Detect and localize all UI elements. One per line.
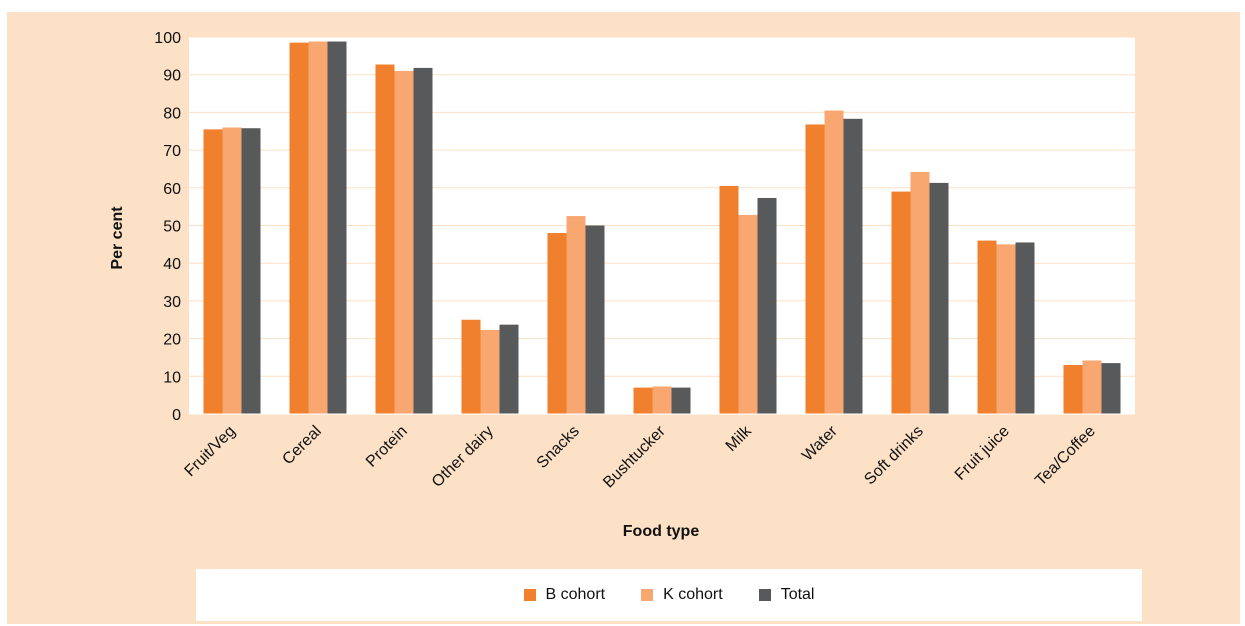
- bar-snacks-k-cohort: [566, 216, 586, 414]
- y-tick-label: 100: [154, 30, 181, 47]
- y-tick-label: 40: [163, 256, 181, 273]
- bar-cereal-k-cohort: [308, 41, 328, 415]
- bar-tea-coffee-total: [1101, 363, 1121, 414]
- bar-bushtucker-k-cohort: [652, 386, 672, 414]
- legend-label-k-cohort: K cohort: [663, 586, 723, 603]
- x-tick-label-fruit-veg: Fruit/Veg: [182, 423, 239, 480]
- y-axis-title: Per cent: [109, 206, 126, 270]
- bars: [189, 41, 1135, 415]
- bar-milk-b-cohort: [719, 185, 739, 414]
- bar-other-dairy-k-cohort: [480, 329, 500, 414]
- bar-cereal-total: [327, 41, 347, 415]
- bar-fruit-juice-k-cohort: [996, 244, 1016, 414]
- bar-bushtucker-total: [671, 387, 691, 414]
- x-tick-label-milk: Milk: [723, 422, 756, 455]
- bar-milk-total: [757, 197, 777, 414]
- bar-tea-coffee-b-cohort: [1063, 364, 1083, 414]
- y-tick-label: 0: [172, 407, 181, 424]
- bar-snacks-total: [585, 225, 605, 414]
- bar-other-dairy-total: [499, 324, 519, 414]
- bar-fruit-juice-total: [1015, 242, 1035, 414]
- bar-protein-k-cohort: [394, 70, 414, 415]
- legend-item-k-cohort: K cohort: [641, 586, 723, 604]
- bar-water-b-cohort: [805, 124, 825, 415]
- x-tick-label-protein: Protein: [363, 423, 411, 471]
- legend-item-total: Total: [758, 586, 815, 604]
- x-tick-label-bushtucker: Bushtucker: [600, 422, 669, 491]
- bar-water-k-cohort: [824, 110, 844, 414]
- y-tick-label: 80: [163, 105, 181, 122]
- bar-bushtucker-b-cohort: [633, 387, 653, 414]
- bar-soft-drinks-b-cohort: [891, 191, 911, 414]
- x-axis-ticks: Fruit/Veg Cereal Protein Other dairy Snacks B…: [182, 422, 1099, 491]
- bar-cereal-b-cohort: [289, 42, 309, 414]
- x-tick-label-fruit-juice: Fruit juice: [952, 423, 1013, 484]
- legend-swatch-b-cohort: [523, 589, 536, 601]
- y-tick-label: 60: [163, 181, 181, 198]
- x-axis-title: Food type: [623, 523, 700, 540]
- chart-frame: 0 10 20 30 40 50 60 70 80 90 100 Fruit/Veg Cereal Pr…: [7, 12, 1240, 624]
- bar-fruit-veg-b-cohort: [203, 129, 223, 414]
- bar-soft-drinks-k-cohort: [910, 171, 930, 414]
- bar-protein-b-cohort: [375, 64, 395, 414]
- bar-snacks-b-cohort: [547, 233, 567, 414]
- gridlines: [189, 36, 1135, 377]
- legend-item-b-cohort: B cohort: [523, 586, 606, 604]
- x-tick-label-cereal: Cereal: [279, 423, 324, 468]
- y-tick-label: 70: [163, 143, 181, 160]
- x-tick-label-snacks: Snacks: [534, 423, 583, 472]
- legend-label-b-cohort: B cohort: [545, 586, 606, 603]
- legend: B cohort K cohort Total: [196, 569, 1142, 621]
- y-tick-label: 50: [163, 219, 181, 236]
- bar-tea-coffee-k-cohort: [1082, 360, 1102, 414]
- y-tick-label: 20: [163, 332, 181, 349]
- legend-swatch-total: [758, 589, 771, 601]
- bar-protein-total: [413, 67, 433, 414]
- bar-fruit-veg-k-cohort: [222, 127, 242, 414]
- y-tick-label: 30: [163, 294, 181, 311]
- x-tick-label-water: Water: [799, 422, 841, 464]
- bar-milk-k-cohort: [738, 214, 758, 414]
- y-axis-ticks: 0 10 20 30 40 50 60 70 80 90 100: [154, 30, 181, 424]
- x-tick-label-tea-coffee: Tea/Coffee: [1032, 423, 1099, 490]
- y-tick-label: 90: [163, 68, 181, 85]
- y-tick-label: 10: [163, 369, 181, 386]
- bar-water-total: [843, 118, 863, 415]
- legend-swatch-k-cohort: [641, 589, 654, 601]
- bar-soft-drinks-total: [929, 182, 949, 414]
- x-tick-label-soft-drinks: Soft drinks: [861, 423, 926, 488]
- legend-label-total: Total: [780, 586, 815, 603]
- x-tick-label-other-dairy: Other dairy: [429, 423, 497, 491]
- bar-fruit-veg-total: [241, 128, 261, 414]
- bar-fruit-juice-b-cohort: [977, 240, 997, 414]
- bar-chart: 0 10 20 30 40 50 60 70 80 90 100 Fruit/Veg Cereal Pr…: [109, 30, 1135, 540]
- bar-other-dairy-b-cohort: [461, 319, 481, 414]
